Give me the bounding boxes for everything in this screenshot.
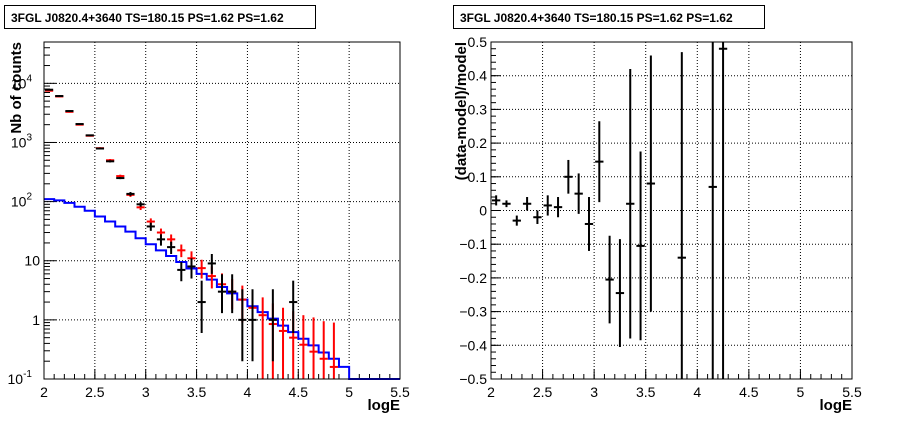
y-tick-label: 0.3 bbox=[468, 101, 488, 117]
data-point bbox=[502, 200, 511, 208]
data-point bbox=[258, 297, 267, 379]
y-tick-label: −0.3 bbox=[459, 304, 487, 320]
data-point bbox=[615, 239, 625, 347]
data-point bbox=[248, 289, 257, 362]
x-tick-label: 3.5 bbox=[636, 384, 656, 400]
y-tick-label: 1 bbox=[32, 312, 40, 328]
data-point bbox=[584, 197, 594, 251]
data-point bbox=[533, 210, 542, 224]
x-tick-label: 2 bbox=[40, 384, 48, 400]
data-point bbox=[605, 235, 614, 324]
y-tick-label: −0.5 bbox=[459, 371, 487, 387]
y-tick-label: 10 bbox=[24, 253, 40, 269]
data-point bbox=[522, 197, 532, 211]
x-tick-label: 3.5 bbox=[187, 384, 207, 400]
x-tick-label: 5 bbox=[345, 384, 353, 400]
counts-chart-title: 3FGL J0820.4+3640 TS=180.15 PS=1.62 PS=1… bbox=[4, 5, 316, 29]
data-point bbox=[677, 52, 686, 379]
data-point bbox=[626, 68, 635, 339]
data-point bbox=[85, 134, 94, 137]
data-point bbox=[136, 202, 145, 207]
x-tick-label: 3 bbox=[590, 384, 598, 400]
data-point bbox=[564, 159, 573, 194]
data-point bbox=[55, 95, 64, 98]
data-point bbox=[217, 274, 227, 314]
plot-frame bbox=[490, 41, 853, 380]
y-tick-label: 0.5 bbox=[468, 34, 488, 50]
data-point bbox=[197, 280, 206, 333]
y-tick-label: 0 bbox=[479, 203, 487, 219]
data-point bbox=[177, 262, 186, 282]
data-point bbox=[177, 244, 186, 258]
data-point bbox=[167, 241, 176, 254]
data-point bbox=[228, 274, 237, 314]
y-tick-label: 103 bbox=[11, 132, 33, 150]
data-point bbox=[309, 317, 318, 379]
y-axis-title: Nb of counts bbox=[8, 42, 25, 134]
data-point bbox=[595, 121, 604, 203]
x-tick-label: 3 bbox=[142, 384, 150, 400]
y-axis-title: (data-model)/model bbox=[453, 42, 470, 180]
x-tick-label: 5.5 bbox=[390, 384, 410, 400]
x-tick-label: 2.5 bbox=[533, 384, 553, 400]
y-tick-label: 0.2 bbox=[468, 135, 488, 151]
data-point bbox=[116, 177, 125, 180]
data-point bbox=[718, 42, 728, 379]
data-point bbox=[207, 253, 216, 274]
x-tick-label: 4.5 bbox=[289, 384, 309, 400]
data-point bbox=[553, 197, 563, 218]
data-point bbox=[636, 151, 645, 341]
data-point bbox=[268, 289, 277, 362]
data-point bbox=[543, 195, 552, 216]
data-point bbox=[574, 173, 583, 214]
residuals-chart: 2 2.5 3 3.5 4 4.5 5 5.5 −0.5 −0.4 −0.3 −0.2 −0.1 0 0.1… bbox=[453, 34, 862, 414]
y-tick-label: 102 bbox=[11, 192, 33, 210]
data-point bbox=[106, 160, 115, 163]
data-point bbox=[45, 88, 54, 91]
counts-chart: 2 2.5 3 3.5 4 4.5 5 5.5 10-1 1 10 102 103 104 logE Nb o… bbox=[8, 41, 410, 414]
y-tick-label: 10-1 bbox=[8, 369, 33, 387]
data-point bbox=[299, 315, 308, 379]
counts-chart-panel: 2 2.5 3 3.5 4 4.5 5 5.5 10-1 1 10 102 103 104 logE Nb o… bbox=[4, 5, 410, 414]
x-tick-label: 5.5 bbox=[842, 384, 862, 400]
x-axis-title: logE bbox=[820, 397, 853, 414]
plot-frame bbox=[43, 41, 401, 380]
x-tick-label: 4.5 bbox=[739, 384, 759, 400]
data-point bbox=[65, 110, 74, 113]
y-tick-label: −0.1 bbox=[459, 236, 487, 252]
residuals-chart-title: 3FGL J0820.4+3640 TS=180.15 PS=1.62 PS=1… bbox=[453, 5, 765, 29]
y-tick-label: 104 bbox=[11, 73, 33, 91]
data-point bbox=[492, 195, 501, 206]
data-point bbox=[146, 222, 155, 231]
data-point bbox=[197, 259, 206, 279]
x-tick-label: 2.5 bbox=[85, 384, 105, 400]
x-tick-label: 5 bbox=[797, 384, 805, 400]
data-point bbox=[278, 307, 288, 379]
y-tick-label: 0.1 bbox=[468, 169, 488, 185]
data-point bbox=[187, 258, 196, 279]
residuals-chart-panel: 2 2.5 3 3.5 4 4.5 5 5.5 −0.5 −0.4 −0.3 −0.2 −0.1 0 0.1… bbox=[449, 0, 898, 421]
data-point bbox=[319, 321, 328, 379]
y-tick-label: −0.2 bbox=[459, 270, 487, 286]
x-tick-label: 2 bbox=[487, 384, 495, 400]
data-point bbox=[156, 234, 166, 246]
y-tick-label: −0.4 bbox=[459, 337, 487, 353]
data-point bbox=[646, 55, 656, 312]
data-point bbox=[512, 215, 521, 226]
data-point bbox=[708, 42, 717, 379]
data-point bbox=[238, 289, 247, 362]
data-point bbox=[329, 322, 338, 379]
data-point bbox=[289, 280, 298, 333]
y-tick-label: 0.4 bbox=[468, 68, 488, 84]
data-point bbox=[75, 123, 84, 126]
data-point bbox=[126, 192, 135, 196]
x-tick-label: 4 bbox=[244, 384, 252, 400]
data-point bbox=[95, 147, 105, 150]
x-tick-label: 4 bbox=[693, 384, 701, 400]
x-axis-title: logE bbox=[368, 397, 401, 414]
